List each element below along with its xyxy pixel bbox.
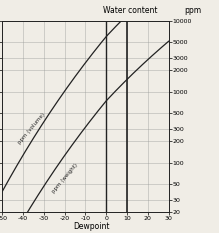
Text: ppm (volume): ppm (volume): [17, 112, 46, 145]
Text: Water content: Water content: [103, 6, 158, 15]
Text: Dewpoint: Dewpoint: [74, 222, 110, 231]
Text: ppm (weight): ppm (weight): [51, 162, 78, 194]
Text: ppm: ppm: [184, 6, 201, 15]
